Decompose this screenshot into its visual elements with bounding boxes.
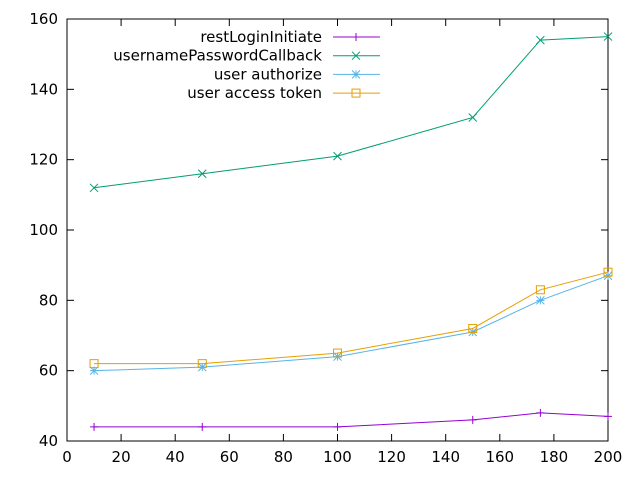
x-tick-label: 60	[220, 448, 239, 466]
star-marker	[89, 366, 99, 376]
cross-marker	[468, 113, 478, 122]
cross-marker	[603, 32, 613, 41]
plus-marker	[468, 415, 477, 424]
square-marker	[603, 267, 613, 277]
square-marker	[535, 285, 545, 295]
plus-marker	[604, 412, 612, 421]
series-line	[94, 275, 609, 372]
series-line	[93, 36, 609, 189]
series-line	[94, 412, 609, 428]
x-tick-label: 140	[431, 448, 460, 466]
square-marker	[468, 323, 478, 333]
plus-marker	[90, 422, 99, 431]
series-user-access-token: user access token	[89, 84, 613, 369]
cross-marker	[333, 151, 342, 161]
x-tick-label: 40	[166, 448, 185, 466]
square-marker	[89, 359, 99, 369]
series-usernamePasswordCallback: usernamePasswordCallback	[89, 32, 613, 193]
plus-marker	[198, 422, 207, 431]
x-tick-label: 100	[323, 448, 352, 466]
x-tick-label: 200	[594, 448, 623, 466]
cross-marker	[351, 51, 361, 61]
y-tick-label: 40	[39, 432, 58, 450]
legend-label: usernamePasswordCallback	[113, 47, 322, 65]
x-tick-label: 20	[112, 448, 131, 466]
x-tick-label: 0	[62, 448, 72, 466]
series-restLoginInitiate: restLoginInitiate	[90, 28, 612, 431]
y-tick-label: 160	[29, 10, 58, 28]
legend-label: restLoginInitiate	[200, 28, 322, 46]
legend-label: user access token	[187, 84, 322, 102]
plus-marker	[536, 408, 545, 417]
star-marker	[351, 70, 361, 79]
square-marker	[351, 88, 361, 98]
series-user-authorize: user authorize	[89, 65, 613, 376]
x-tick-label: 120	[377, 448, 406, 466]
y-tick-label: 120	[29, 151, 58, 169]
x-tick-label: 180	[540, 448, 569, 466]
plus-marker	[333, 422, 342, 431]
cross-marker	[197, 169, 207, 179]
series-line	[94, 271, 609, 365]
y-tick-label: 80	[39, 291, 58, 309]
plot-frame	[66, 18, 609, 442]
cross-marker	[89, 183, 99, 193]
y-tick-label: 60	[39, 362, 58, 380]
star-marker	[536, 295, 545, 305]
cross-marker	[536, 35, 545, 45]
x-tick-label: 160	[485, 448, 514, 466]
y-tick-label: 140	[29, 80, 58, 98]
legend-label: user authorize	[214, 65, 322, 83]
x-tick-label: 80	[274, 448, 293, 466]
square-marker	[197, 359, 207, 369]
square-marker	[333, 348, 342, 358]
plus-marker	[352, 33, 360, 41]
y-tick-label: 100	[29, 221, 58, 239]
